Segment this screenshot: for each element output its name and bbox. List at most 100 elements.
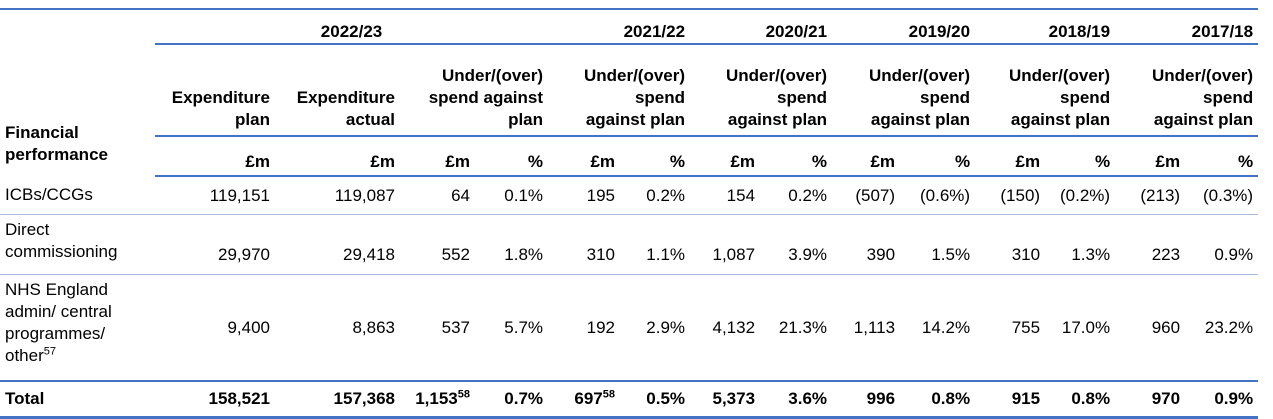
value-cell: 2.9% xyxy=(620,274,691,382)
value-cell: (0.6%) xyxy=(900,176,976,215)
units-row: £m £m £m% £m% £m% £m% £m% £m% xyxy=(0,136,1259,177)
unit-text: £m xyxy=(445,152,470,171)
cell-text: 390 xyxy=(866,245,896,264)
unit-header: £m xyxy=(975,136,1046,177)
value-cell: 0.9% xyxy=(1185,381,1259,419)
cell-text: 0.8% xyxy=(1071,389,1111,408)
value-cell: 310 xyxy=(975,214,1046,275)
cell-text: (213) xyxy=(1140,185,1181,205)
cell-text: 158,521 xyxy=(208,389,270,408)
unit-header: £m xyxy=(275,136,400,177)
cell-text: 310 xyxy=(1011,245,1041,264)
unit-text: % xyxy=(1237,152,1254,171)
unit-text: % xyxy=(811,152,828,171)
value-cell: 0.5% xyxy=(620,381,691,419)
value-cell: 0.2% xyxy=(620,176,691,215)
value-cell: 755 xyxy=(975,274,1046,382)
value-cell: 29,418 xyxy=(275,214,400,275)
value-cell: 537 xyxy=(400,274,475,382)
row-label: NHS England admin/ central programmes/ o… xyxy=(0,274,155,382)
year-text: 2021/22 xyxy=(623,22,686,41)
cell-text: 0.2% xyxy=(788,185,828,205)
cell-text: 64 xyxy=(451,185,470,205)
unit-text: £m xyxy=(590,152,616,171)
year-row: Financial performance 2022/23 2021/22 2020/… xyxy=(0,9,1259,164)
cell-text: 1,153 xyxy=(415,389,458,408)
unit-text: £m xyxy=(1155,152,1181,171)
table-body: ICBs/CCGs 119,151 119,087 64 0.1% 195 0.2% 154 0… xyxy=(0,176,1259,419)
value-cell: (213) xyxy=(1115,176,1186,215)
unit-text: % xyxy=(527,152,544,171)
value-cell: 23.2% xyxy=(1185,274,1259,382)
row-label: Direct commissioning xyxy=(0,214,155,275)
year-text: 2018/19 xyxy=(1048,22,1111,41)
cell-text: (507) xyxy=(855,185,896,205)
value-cell: (150) xyxy=(975,176,1046,215)
cell-text: 4,132 xyxy=(712,317,756,337)
cell-text: 192 xyxy=(586,317,616,337)
value-cell: 157,368 xyxy=(275,381,400,419)
unit-header: £m xyxy=(832,136,901,177)
value-cell: 1.8% xyxy=(475,214,549,275)
value-cell: 14.2% xyxy=(900,274,976,382)
cell-text: 154 xyxy=(726,185,756,205)
value-cell: 3.6% xyxy=(760,381,833,419)
unit-text: % xyxy=(669,152,686,171)
cell-text: ICBs/CCGs xyxy=(5,185,93,204)
cell-text: 0.9% xyxy=(1214,245,1254,264)
value-cell: 1.1% xyxy=(620,214,691,275)
unit-header: % xyxy=(1185,136,1259,177)
cell-text: (150) xyxy=(1000,185,1041,205)
column-header-text: Under/(over) spend against plan xyxy=(1009,66,1111,129)
column-header: Under/(over) spend against plan xyxy=(548,44,691,137)
cell-text: 552 xyxy=(441,245,470,264)
row-header-text: Financial performance xyxy=(5,123,108,164)
cell-text: 0.2% xyxy=(646,185,686,205)
value-cell: 64 xyxy=(400,176,475,215)
unit-text: £m xyxy=(730,152,756,171)
year-header: 2017/18 xyxy=(1115,9,1259,45)
value-cell: (0.3%) xyxy=(1185,176,1259,215)
cell-text: 5.7% xyxy=(504,317,544,337)
value-cell: 0.8% xyxy=(900,381,976,419)
column-header-text: Expenditure actual xyxy=(296,88,395,129)
cell-text: 17.0% xyxy=(1061,317,1111,337)
cell-text: 0.8% xyxy=(931,389,971,408)
value-cell: 5.7% xyxy=(475,274,549,382)
cell-text: 0.9% xyxy=(1214,389,1254,408)
cell-text: 1.8% xyxy=(504,245,544,264)
value-cell: 0.7% xyxy=(475,381,549,419)
value-cell: 192 xyxy=(548,274,621,382)
column-header: Under/(over) spend against plan xyxy=(832,44,976,137)
column-header: Under/(over) spend against plan xyxy=(400,44,549,137)
footnote-ref: 58 xyxy=(602,388,616,401)
unit-header: % xyxy=(475,136,549,177)
cell-text: 119,087 xyxy=(334,185,395,205)
unit-text: % xyxy=(1094,152,1111,171)
value-cell: 69758 xyxy=(548,381,621,419)
year-text: 2019/20 xyxy=(908,22,971,41)
value-cell: 552 xyxy=(400,214,475,275)
column-header: Expenditure actual xyxy=(275,44,400,137)
value-cell: 195 xyxy=(548,176,621,215)
value-cell: 1,113 xyxy=(832,274,901,382)
cell-text: 960 xyxy=(1151,317,1181,337)
cell-text: (0.2%) xyxy=(1060,185,1111,205)
financial-table: Financial performance 2022/23 2021/22 2020/… xyxy=(0,8,1259,419)
value-cell: 5,373 xyxy=(690,381,761,419)
value-cell: 21.3% xyxy=(760,274,833,382)
value-cell: 119,087 xyxy=(275,176,400,215)
value-cell: 915 xyxy=(975,381,1046,419)
total-row: Total 158,521 157,368 1,15358 0.7% 69758 0.5% 5… xyxy=(0,381,1259,419)
year-header: 2018/19 xyxy=(975,9,1116,45)
value-cell: 0.2% xyxy=(760,176,833,215)
cell-text: 195 xyxy=(586,185,616,205)
year-header: 2019/20 xyxy=(832,9,976,45)
value-cell: 29,970 xyxy=(155,214,275,275)
column-header-text: Under/(over) spend against plan xyxy=(428,66,544,129)
value-cell: (0.2%) xyxy=(1045,176,1116,215)
cell-text: (0.6%) xyxy=(919,185,971,205)
cell-text: 915 xyxy=(1011,389,1041,408)
cell-text: 3.6% xyxy=(788,389,828,408)
